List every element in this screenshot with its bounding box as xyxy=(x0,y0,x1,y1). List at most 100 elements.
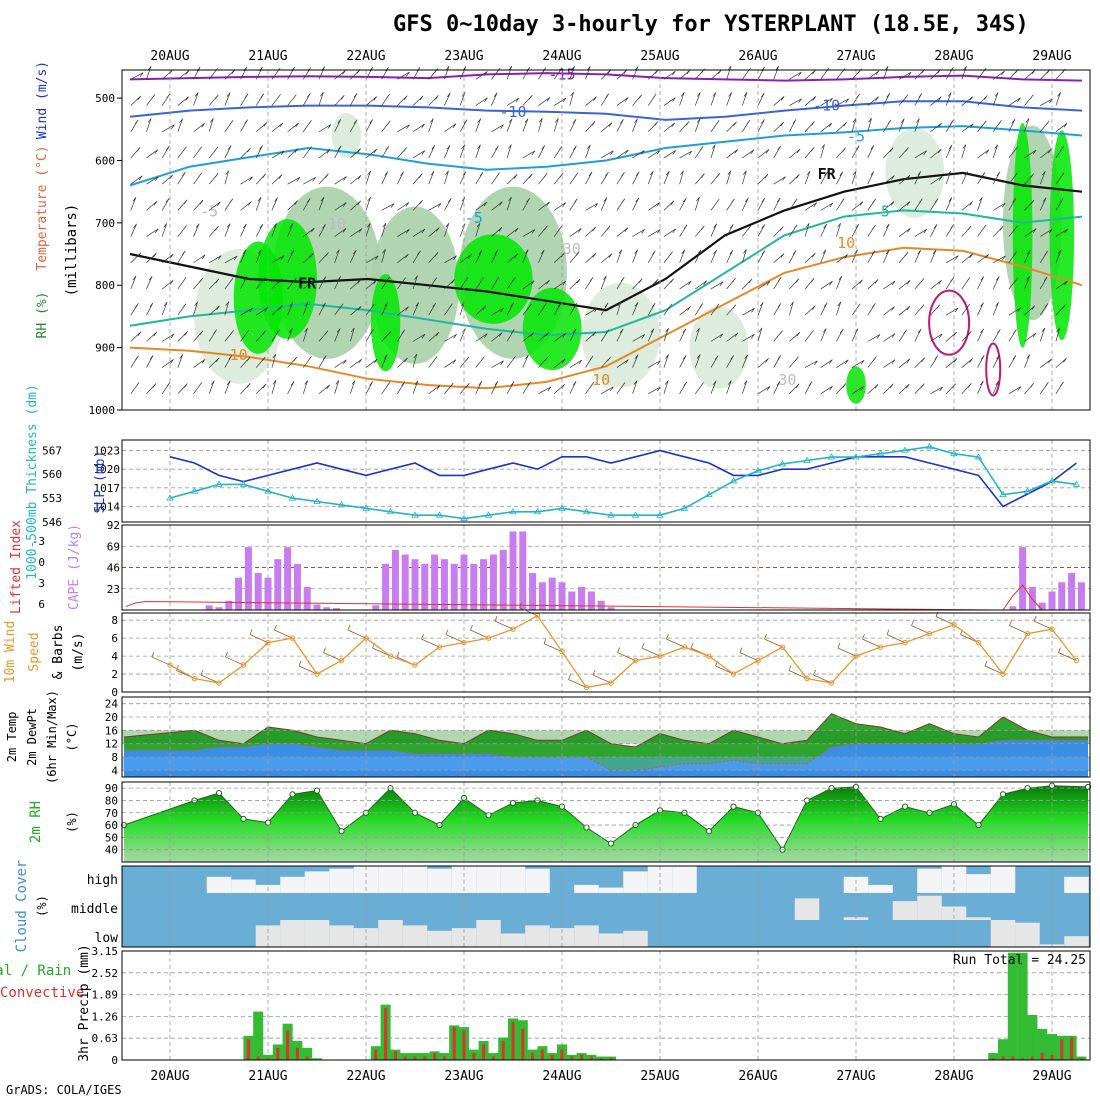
contour-label: -5 xyxy=(465,209,483,227)
rh-point xyxy=(485,812,492,819)
dewpoint-line xyxy=(124,739,1088,771)
wind-barb xyxy=(1039,327,1046,342)
cape-bar xyxy=(215,607,223,610)
thickness-point xyxy=(411,511,419,518)
wind-barb xyxy=(804,278,815,290)
wind-barb xyxy=(726,149,739,159)
precip-total-bar xyxy=(253,1011,264,1060)
wind-speed-point xyxy=(730,671,737,677)
cape-bar xyxy=(372,605,380,610)
wind-barb xyxy=(444,197,452,211)
wind-barb xyxy=(569,91,574,106)
wind-barb xyxy=(867,279,879,290)
rh-axis-label: (%) xyxy=(65,811,79,833)
wind-tick-label: 0 xyxy=(111,686,118,699)
cape-bar xyxy=(450,563,458,610)
wind-speed-point xyxy=(314,671,320,677)
wind-barb xyxy=(836,68,846,80)
wind-barb xyxy=(648,229,661,237)
precip-convective-bar xyxy=(384,1008,388,1060)
wind-barb xyxy=(641,642,661,657)
wind-barb xyxy=(350,174,362,185)
wind-barb xyxy=(428,331,440,342)
wind-barb xyxy=(867,118,872,132)
slp-frame xyxy=(121,439,1091,523)
wind-barb xyxy=(491,332,503,342)
precip-convective-bar xyxy=(413,1056,417,1060)
temperature-line xyxy=(123,713,1088,748)
wind-barb xyxy=(694,118,701,132)
wind-axis-label: & Barbs xyxy=(51,625,66,680)
precip-total-bar xyxy=(1017,952,1028,1060)
wind-barb xyxy=(993,255,1006,264)
thickness-point xyxy=(607,511,615,518)
precip-convective-bar xyxy=(305,1056,309,1060)
wind-barb xyxy=(538,279,550,290)
precip-convective-bar xyxy=(491,1056,495,1060)
wind-barb xyxy=(240,249,247,263)
wind-barb xyxy=(421,633,440,648)
wind-barb xyxy=(318,173,329,185)
wind-barb xyxy=(663,122,675,133)
wind-barb xyxy=(914,328,922,342)
wind-barb xyxy=(381,171,389,185)
wind-barb xyxy=(161,253,174,264)
wind-barb xyxy=(522,118,529,132)
wind-barb xyxy=(992,276,1000,290)
rh-high-area xyxy=(1049,130,1075,341)
wind-barb xyxy=(553,280,567,290)
precip-convective-bar xyxy=(276,1047,280,1060)
thickness-point xyxy=(435,511,444,518)
wind-barb xyxy=(225,651,244,666)
wind-speed-point xyxy=(289,635,296,641)
wind-barb xyxy=(302,301,309,316)
wind-speed-point xyxy=(804,675,810,682)
wind-barb xyxy=(647,302,656,316)
cloud-gap-high xyxy=(206,876,232,893)
precip-convective-bar xyxy=(286,1030,290,1060)
precip-convective-bar xyxy=(580,1054,584,1060)
rh-point xyxy=(289,791,296,798)
wind-barb xyxy=(585,203,598,211)
wind-barb xyxy=(287,301,294,316)
thickness-point xyxy=(631,511,640,518)
wind-barb xyxy=(710,249,717,263)
wind-barb xyxy=(193,122,205,133)
cloud-gap-middle xyxy=(966,917,991,920)
wind-barb xyxy=(930,148,942,159)
thickness-point xyxy=(533,507,542,515)
precip-legend-label: Convective xyxy=(0,985,84,1001)
wind-barb xyxy=(600,225,611,237)
wind-barb xyxy=(945,144,953,159)
wind-barb xyxy=(350,358,362,368)
wind-barb xyxy=(773,121,785,133)
wind-barb xyxy=(334,95,345,106)
wind-barb xyxy=(224,92,231,106)
wind-barb xyxy=(616,301,622,316)
wind-barb xyxy=(444,382,454,395)
wind-barb xyxy=(130,197,137,211)
thickness-point xyxy=(386,507,395,515)
date-label-top: 24AUG xyxy=(542,49,581,64)
contour-label: 10 xyxy=(230,346,248,364)
date-label-top: 20AUG xyxy=(150,49,189,64)
wind-barb xyxy=(851,118,857,132)
wind-barb xyxy=(397,71,410,80)
wind-barb xyxy=(428,356,438,368)
wind-barb xyxy=(161,359,174,368)
wind-barb xyxy=(1008,329,1017,342)
wind-barb xyxy=(522,95,533,106)
precip-total-bar xyxy=(988,1053,999,1060)
wind-barb xyxy=(161,280,174,290)
wind-barb xyxy=(271,150,285,159)
wind-barb xyxy=(742,307,755,316)
wind-barb xyxy=(1040,98,1053,106)
wind-barb xyxy=(1008,386,1022,395)
cloud-gap-high xyxy=(304,871,330,893)
wind-barb xyxy=(538,303,547,316)
precip-convective-bar xyxy=(540,1049,544,1060)
rh-tick-label: 90 xyxy=(105,782,118,795)
wind-speed-point xyxy=(216,680,222,686)
rh-tick-label: 60 xyxy=(105,819,118,832)
wind-barb xyxy=(303,279,315,290)
